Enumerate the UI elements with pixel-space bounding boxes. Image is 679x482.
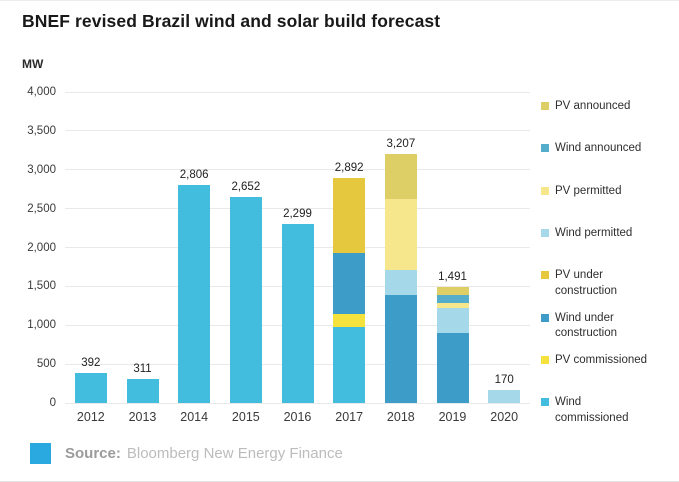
- source-logo-square: [30, 443, 51, 464]
- bar-segment: [436, 287, 469, 295]
- gridline: [65, 169, 530, 171]
- bar-value-label: 2,892: [334, 162, 364, 175]
- legend-item: PV commissioned: [541, 353, 647, 369]
- bar-segment: [229, 196, 262, 403]
- legend-swatch: [541, 186, 549, 195]
- legend-swatch: [541, 228, 549, 237]
- bar-segment: [333, 313, 366, 327]
- x-axis-label: 2017: [335, 410, 364, 424]
- bar-segment: [333, 252, 366, 314]
- legend-label: Wind under construction: [555, 311, 618, 340]
- source-text: Bloomberg New Energy Finance: [126, 445, 343, 462]
- bar-segment: [436, 307, 469, 334]
- legend-item: PV announced: [541, 99, 630, 115]
- y-axis-tick-label: 1,500: [27, 280, 56, 293]
- bar-value-label: 392: [81, 356, 101, 369]
- legend-label: PV permitted: [555, 184, 622, 197]
- legend-swatch: [541, 355, 549, 364]
- x-axis-label: 2015: [231, 410, 260, 424]
- y-axis-unit-label: MW: [22, 57, 44, 71]
- bar-segment: [74, 372, 107, 403]
- y-axis-tick-label: 2,000: [27, 241, 56, 254]
- legend-item: Wind announced: [541, 141, 641, 157]
- bar-segment: [436, 333, 469, 403]
- bar-segment: [436, 302, 469, 308]
- x-axis-label: 2013: [128, 410, 157, 424]
- source-label: Source:: [65, 445, 121, 462]
- bar-segment: [384, 294, 417, 403]
- legend: PV announced Wind announced PV permitted Wi…: [541, 99, 675, 429]
- bar-value-label: 2,806: [179, 168, 209, 181]
- bar-segment: [488, 389, 521, 403]
- gridline: [65, 208, 530, 210]
- y-axis-tick-label: 1,000: [27, 319, 56, 332]
- bar-segment: [436, 294, 469, 303]
- bar-value-label: 311: [133, 362, 152, 375]
- legend-item: Wind under construction: [541, 311, 617, 342]
- legend-swatch: [541, 271, 549, 280]
- bar-segment: [178, 184, 211, 403]
- legend-label: PV commissioned: [555, 353, 648, 366]
- legend-item: PV permitted: [541, 184, 621, 200]
- x-axis-label: 2018: [386, 410, 415, 424]
- legend-swatch: [541, 313, 549, 322]
- source-row: Source: Bloomberg New Energy Finance: [30, 443, 343, 464]
- legend-label: Wind commissioned: [555, 396, 629, 424]
- x-axis-label: 2014: [180, 410, 209, 424]
- bar-value-label: 170: [494, 373, 514, 386]
- legend-swatch: [541, 144, 549, 153]
- x-axis-label: 2016: [283, 410, 312, 424]
- plot-area: 0 500 1,000 1,500 2,000 2,500 3,000 3,500 4,000 3…: [27, 86, 530, 424]
- bar-segment: [126, 378, 159, 403]
- x-axis-label: 2012: [76, 410, 105, 424]
- page-title: BNEF revised Brazil wind and solar build…: [22, 11, 441, 31]
- legend-label: Wind announced: [555, 142, 642, 155]
- bar-value-label: 2,299: [283, 208, 312, 221]
- legend-swatch: [541, 102, 549, 110]
- bar-segment: [384, 153, 417, 199]
- y-axis-tick-label: 3,500: [27, 124, 56, 137]
- bar-segment: [384, 199, 417, 270]
- legend-label: PV under construction: [555, 269, 618, 297]
- bar-value-label: 1,491: [438, 271, 467, 284]
- y-axis-tick-label: 3,000: [27, 163, 56, 176]
- legend-swatch: [541, 398, 549, 407]
- bar-segment: [333, 178, 366, 253]
- legend-item: Wind commissioned: [541, 395, 629, 426]
- bar-segment: [333, 326, 366, 403]
- bar-segment: [281, 224, 314, 403]
- bar-value-label: 3,207: [386, 137, 416, 150]
- gridline: [65, 402, 530, 404]
- legend-label: PV announced: [555, 100, 631, 112]
- gridline: [65, 91, 530, 93]
- bar-segment: [384, 269, 417, 295]
- y-axis-tick-label: 500: [36, 358, 56, 371]
- legend-item: Wind permitted: [541, 226, 632, 242]
- y-axis-tick-label: 4,000: [27, 86, 56, 98]
- gridline: [65, 130, 530, 132]
- bar-value-label: 2,652: [231, 180, 261, 193]
- x-axis-label: 2019: [438, 410, 467, 424]
- legend-item: PV under construction: [541, 268, 617, 299]
- legend-label: Wind permitted: [555, 226, 633, 239]
- x-axis-label: 2020: [490, 410, 519, 424]
- y-axis-tick-label: 0: [49, 397, 56, 409]
- y-axis-tick-label: 2,500: [27, 202, 56, 215]
